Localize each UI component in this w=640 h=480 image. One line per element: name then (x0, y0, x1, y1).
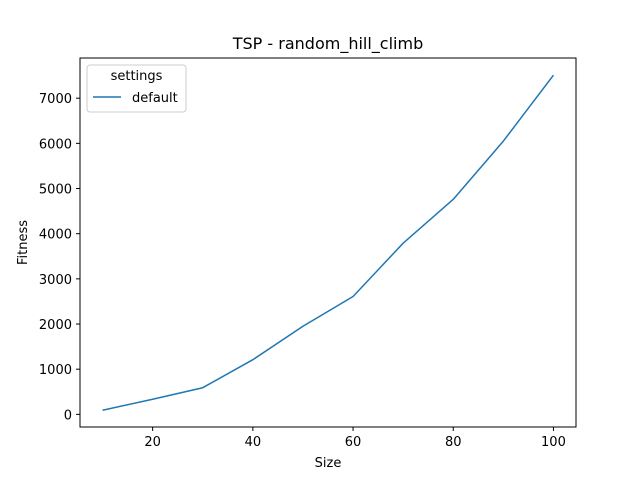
chart-title: TSP - random_hill_climb (232, 34, 423, 54)
legend-label-default: default (132, 91, 178, 106)
legend: settings default (86, 64, 187, 113)
legend-title: settings (111, 69, 163, 84)
y-tick-label: 1000 (39, 363, 72, 378)
y-axis: 0 1000 2000 3000 4000 5000 6000 7000 (39, 92, 80, 423)
plot-area (79, 57, 577, 428)
y-axis-label: Fitness (16, 220, 31, 265)
series-layer (102, 74, 555, 412)
axes-frame (79, 57, 577, 428)
y-tick-label: 2000 (39, 318, 72, 333)
x-tick-label: 60 (345, 435, 362, 450)
x-tick-label: 40 (245, 435, 262, 450)
y-tick-label: 7000 (39, 92, 72, 107)
x-tick-label: 20 (144, 435, 161, 450)
x-axis-label: Size (315, 456, 342, 471)
y-tick-label: 3000 (39, 273, 72, 288)
x-axis: 20 40 60 80 100 (144, 427, 566, 450)
y-tick-label: 4000 (39, 228, 72, 243)
y-tick-label: 5000 (39, 183, 72, 198)
y-tick-label: 6000 (39, 137, 72, 152)
y-tick-label: 0 (64, 408, 72, 423)
x-tick-label: 80 (445, 435, 462, 450)
legend-box (86, 64, 187, 113)
series-line-default (102, 74, 555, 412)
x-tick-label: 100 (541, 435, 566, 450)
